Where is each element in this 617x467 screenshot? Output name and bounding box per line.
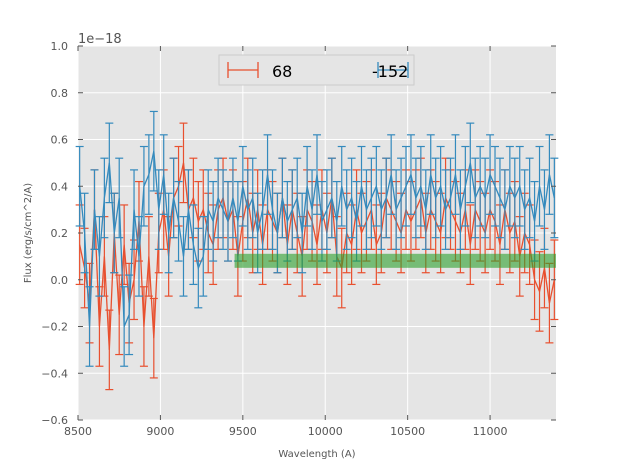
y-tick-label: 1.0 — [51, 40, 69, 53]
x-axis-label: Wavelength (A) — [278, 449, 355, 460]
y-tick-label: −0.4 — [41, 367, 68, 380]
band-group — [234, 253, 556, 268]
y-tick-label: 0.8 — [51, 87, 69, 100]
x-tick-label: 9500 — [229, 425, 257, 438]
y-tick-label: 0.4 — [51, 180, 69, 193]
y-offset-label: 1e−18 — [78, 32, 122, 47]
legend: 68 -152 — [218, 54, 415, 86]
shaded-band — [234, 253, 556, 268]
legend-marker-152 — [377, 62, 409, 78]
y-tick-label: −0.6 — [41, 414, 68, 427]
y-tick-label: 0.2 — [51, 227, 69, 240]
legend-marker-68 — [227, 62, 259, 78]
x-tick-label: 10000 — [308, 425, 343, 438]
y-tick-label: −0.2 — [41, 321, 68, 334]
x-tick-label: 10500 — [390, 425, 425, 438]
series-line — [79, 151, 555, 327]
ticks-group: 8500 9000 9500 10000 10500 11000 −0.6 −0.4 −0.2 0… — [41, 40, 556, 438]
x-tick-label: 11000 — [473, 425, 508, 438]
y-tick-label: 0.0 — [51, 274, 69, 287]
y-axis-label: Flux (erg/s/cm^2/A) — [23, 183, 34, 283]
legend-label-68: 68 — [272, 62, 292, 81]
x-tick-label: 9000 — [146, 425, 174, 438]
legend-label-152: -152 — [372, 62, 408, 81]
x-tick-label: 8500 — [64, 425, 92, 438]
y-tick-label: 0.6 — [51, 134, 69, 147]
